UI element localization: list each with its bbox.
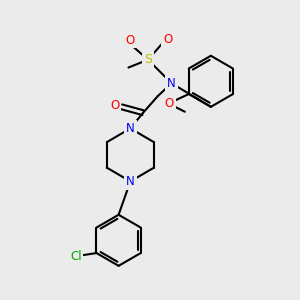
Text: Cl: Cl <box>70 250 82 263</box>
Text: O: O <box>164 98 174 110</box>
Text: O: O <box>110 99 119 112</box>
Text: O: O <box>163 33 172 46</box>
Text: N: N <box>126 122 135 135</box>
Text: S: S <box>144 53 152 66</box>
Text: O: O <box>126 34 135 46</box>
Text: N: N <box>167 77 176 90</box>
Text: N: N <box>126 175 135 188</box>
